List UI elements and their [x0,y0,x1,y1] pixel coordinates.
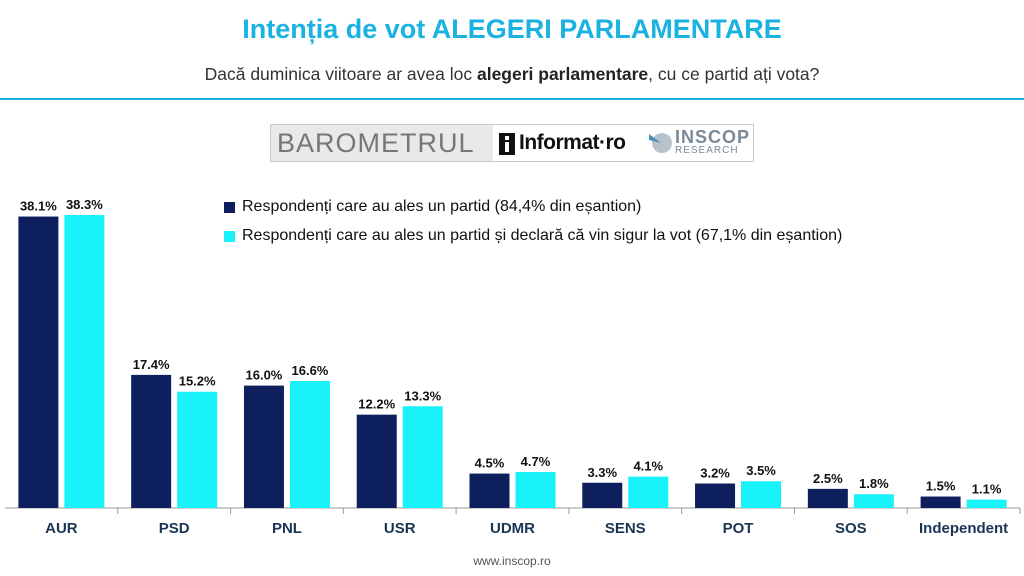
bar-sens-series-2 [628,476,669,508]
bar-pot-series-1 [695,483,736,508]
inscop-logo: INSCOP [675,127,751,147]
legend-label-series-1: Respondenți care au ales un partid (84,4… [242,198,642,215]
title-divider [0,98,1024,100]
x-tick-label-aur: AUR [45,520,78,537]
data-label-pnl-series-1: 16.0% [246,368,283,383]
bar-psd-series-2 [177,391,218,508]
subtitle-text-after: , cu ce partid ați vota? [648,64,820,84]
bar-usr-series-1 [356,414,397,508]
footer-url: www.inscop.ro [473,554,551,568]
bar-independent-series-2 [966,499,1007,508]
inscop-logo-icon [649,133,672,153]
legend-item-series-2: Respondenți care au ales un partid și de… [224,226,842,255]
data-label-pot-series-2: 3.5% [746,463,776,478]
chart-legend: Respondenți care au ales un partid (84,4… [224,197,842,255]
chart-subtitle: Dacă duminica viitoare ar avea loc alege… [0,64,1024,85]
bar-udmr-series-2 [515,472,556,508]
bar-aur-series-2 [64,215,105,508]
data-label-pot-series-1: 3.2% [700,466,730,481]
subtitle-text-before: Dacă duminica viitoare ar avea loc [204,64,477,84]
data-label-aur-series-2: 38.3% [66,197,103,212]
data-label-psd-series-1: 17.4% [133,357,170,372]
legend-swatch-series-1 [224,202,235,213]
data-label-sos-series-2: 1.8% [859,476,889,491]
sponsor-logo-bar: BAROMETRUL Informat·ro INSCOP RESEARCH [270,124,754,162]
bar-udmr-series-1 [469,473,510,508]
bar-pnl-series-1 [243,385,284,508]
x-tick-label-psd: PSD [159,520,190,537]
informat-logo: Informat·ro [519,131,626,154]
bar-independent-series-1 [920,496,961,508]
legend-item-series-1: Respondenți care au ales un partid (84,4… [224,197,842,226]
x-tick-label-sos: SOS [835,520,867,537]
bar-sos-series-2 [853,494,894,508]
chart-title: Intenția de vot ALEGERI PARLAMENTARE [242,14,782,44]
x-tick-label-pot: POT [723,520,754,537]
data-label-usr-series-2: 13.3% [404,388,441,403]
data-label-aur-series-1: 38.1% [20,199,57,214]
data-label-sos-series-1: 2.5% [813,471,843,486]
legend-swatch-series-2 [224,231,235,242]
data-label-sens-series-2: 4.1% [633,459,663,474]
bar-aur-series-1 [18,216,59,508]
data-label-psd-series-2: 15.2% [179,374,216,389]
data-label-sens-series-1: 3.3% [587,465,617,480]
bar-pnl-series-2 [289,381,330,508]
x-tick-label-sens: SENS [605,520,646,537]
x-tick-label-udmr: UDMR [490,520,535,537]
data-label-udmr-series-1: 4.5% [475,456,505,471]
data-label-pnl-series-2: 16.6% [292,363,329,378]
informat-logo-icon [499,133,515,155]
data-label-udmr-series-2: 4.7% [521,454,551,469]
bar-psd-series-1 [131,374,172,508]
bar-sos-series-1 [807,488,848,508]
data-label-independent-series-2: 1.1% [972,482,1002,497]
x-tick-label-independent: Independent [919,520,1008,537]
x-tick-label-usr: USR [384,520,416,537]
bar-sens-series-1 [582,482,623,508]
barometrul-logo: BAROMETRUL [271,125,493,161]
subtitle-text-bold: alegeri parlamentare [476,64,649,84]
bar-usr-series-2 [402,406,443,508]
x-tick-label-pnl: PNL [272,520,302,537]
data-label-usr-series-1: 12.2% [358,397,395,412]
legend-label-series-2: Respondenți care au ales un partid și de… [242,227,843,244]
bar-pot-series-2 [741,481,782,508]
inscop-research-text: RESEARCH [675,145,739,156]
data-label-independent-series-1: 1.5% [926,479,956,494]
